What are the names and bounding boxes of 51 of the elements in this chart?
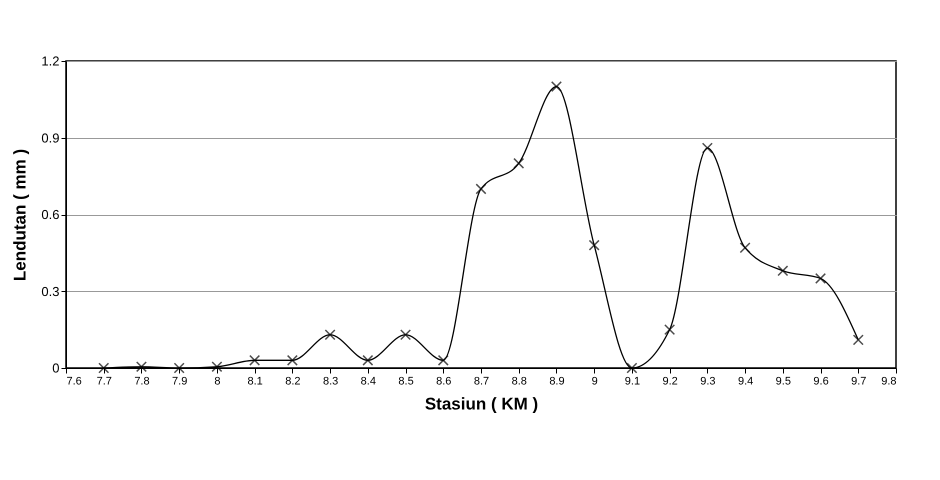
point — [249, 354, 260, 366]
x-tick-label: 9.2 — [662, 376, 678, 388]
x-tick-label: 7.6 — [66, 376, 82, 388]
point — [550, 81, 562, 92]
point — [626, 362, 638, 374]
point — [815, 272, 826, 284]
x-tick-label: 8.7 — [474, 376, 490, 388]
point — [740, 242, 751, 254]
x-tick-label: 7.7 — [96, 376, 112, 388]
point — [777, 265, 788, 276]
point — [98, 362, 110, 374]
x-tick-label: 7.9 — [172, 376, 188, 388]
y-tick-label: 0.9 — [41, 130, 60, 146]
point — [588, 240, 600, 251]
y-axis-title: Lendutan ( mm ) — [10, 148, 30, 282]
point — [211, 361, 222, 372]
point — [362, 354, 374, 366]
point — [286, 354, 298, 366]
point — [476, 183, 486, 194]
x-tick-label: 9 — [592, 376, 598, 388]
x-tick-label: 8.8 — [512, 376, 527, 388]
point — [400, 329, 412, 340]
y-tick-label: 1.2 — [41, 54, 60, 68]
point — [438, 354, 449, 366]
y-tick-label: 0.3 — [41, 284, 60, 299]
x-tick-label: 8.2 — [285, 376, 301, 388]
point — [136, 361, 147, 372]
y-tick-label: 0.6 — [41, 207, 60, 222]
point — [513, 158, 524, 169]
x-tick-label: 9.3 — [700, 376, 716, 388]
x-tick-label: 9.5 — [776, 376, 791, 388]
x-tick-label: 9.8 — [881, 376, 896, 388]
x-tick-label: 8.3 — [322, 376, 338, 388]
x-axis-title: Stasiun ( KM ) — [424, 394, 538, 414]
point — [664, 324, 676, 336]
x-tick-label: 7.8 — [134, 376, 150, 388]
point — [174, 362, 185, 374]
x-tick-label: 8.5 — [398, 376, 414, 388]
x-tick-label: 8.9 — [549, 376, 565, 388]
x-tick-label: 8.6 — [436, 376, 452, 388]
x-tick-label: 9.6 — [813, 376, 829, 388]
x-tick-label: 9.7 — [851, 376, 866, 388]
x-tick-label: 8 — [214, 376, 220, 388]
point — [702, 142, 713, 154]
point — [852, 334, 864, 346]
point — [324, 329, 336, 340]
y-tick-label: 0 — [52, 360, 60, 376]
x-tick-label: 8.1 — [247, 376, 263, 388]
x-tick-label: 9.4 — [738, 376, 754, 388]
x-tick-label: 9.1 — [624, 376, 640, 388]
x-tick-label: 8.4 — [360, 376, 376, 388]
